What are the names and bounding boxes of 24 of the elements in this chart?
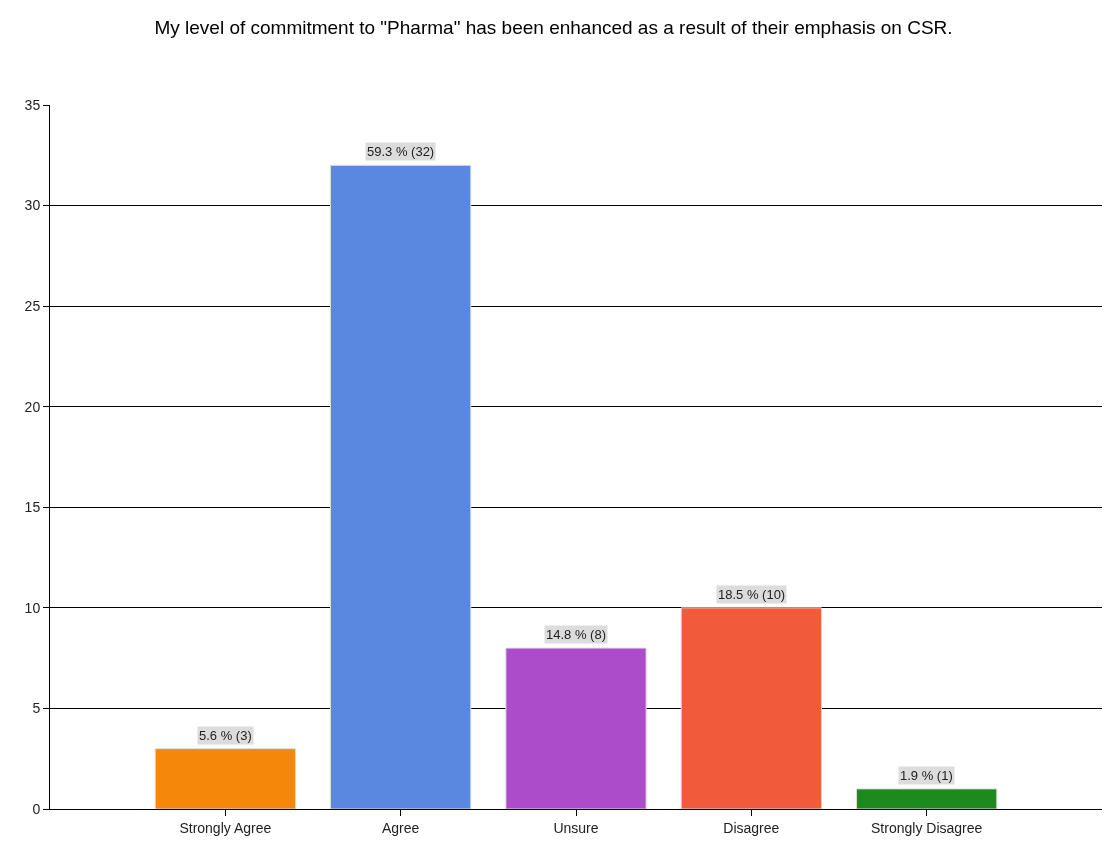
data-label: 18.5 % (10) <box>718 587 786 602</box>
data-label: 59.3 % (32) <box>367 144 435 159</box>
bar <box>680 607 822 809</box>
y-tick-label: 5 <box>32 700 41 717</box>
y-tick-label: 30 <box>24 197 41 214</box>
y-tick-label: 10 <box>24 599 41 616</box>
data-label: 5.6 % (3) <box>199 728 252 743</box>
y-tick-label: 0 <box>32 800 41 817</box>
y-tick-label: 20 <box>24 398 41 415</box>
bar <box>330 164 472 809</box>
x-tick-label: Agree <box>381 819 420 836</box>
y-tick-label: 35 <box>24 96 41 113</box>
data-label: 14.8 % (8) <box>546 627 606 642</box>
x-tick-label: Strongly Agree <box>179 819 272 836</box>
bar <box>154 748 296 809</box>
y-tick-label: 15 <box>24 499 41 516</box>
x-tick-label: Strongly Disagree <box>871 819 983 836</box>
x-tick-label: Disagree <box>723 819 780 836</box>
chart-title: My level of commitment to "Pharma" has been enhanced as a result of their emphasis on CSR. <box>154 17 953 39</box>
x-tick-label: Unsure <box>553 819 599 836</box>
bar <box>505 647 647 809</box>
data-label: 1.9 % (1) <box>900 768 953 783</box>
y-tick-label: 25 <box>24 298 41 315</box>
bar <box>856 788 998 809</box>
